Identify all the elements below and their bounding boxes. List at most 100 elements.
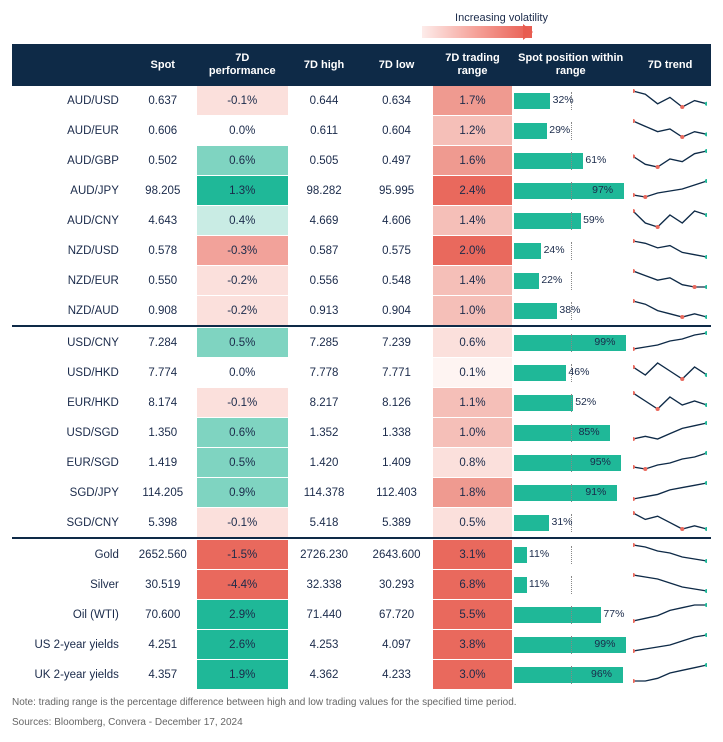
cell-name: NZD/EUR [12,266,129,296]
cell-7d-performance: 0.5% [197,448,288,478]
cell-spot: 5.398 [129,508,197,539]
cell-7d-low: 7.771 [360,358,432,388]
cell-spot: 4.357 [129,660,197,690]
cell-7d-range: 0.5% [433,508,512,539]
cell-7d-high: 8.217 [288,388,360,418]
cell-spot: 7.284 [129,328,197,358]
cell-name: AUD/CNY [12,206,129,236]
cell-7d-performance: -0.1% [197,388,288,418]
cell-7d-performance: 2.6% [197,630,288,660]
table-row: AUD/GBP 0.502 0.6% 0.505 0.497 1.6% 61% [12,146,711,176]
cell-name: UK 2-year yields [12,660,129,690]
cell-spot: 7.774 [129,358,197,388]
cell-name: SGD/CNY [12,508,129,539]
table-row: AUD/USD 0.637 -0.1% 0.644 0.634 1.7% 32% [12,86,711,116]
cell-name: NZD/AUD [12,296,129,327]
cell-7d-range: 1.0% [433,296,512,327]
table-row: EUR/SGD 1.419 0.5% 1.420 1.409 0.8% 95% [12,448,711,478]
cell-7d-low: 0.634 [360,86,432,116]
cell-7d-trend [629,660,711,690]
cell-spot-position: 91% [512,478,629,508]
cell-7d-trend [629,448,711,478]
cell-7d-trend [629,358,711,388]
cell-7d-trend [629,296,711,327]
cell-7d-range: 1.4% [433,206,512,236]
cell-7d-high: 114.378 [288,478,360,508]
cell-name: EUR/HKD [12,388,129,418]
table-row: AUD/JPY 98.205 1.3% 98.282 95.995 2.4% 9… [12,176,711,206]
cell-7d-trend [629,600,711,630]
cell-7d-range: 5.5% [433,600,512,630]
cell-7d-high: 1.352 [288,418,360,448]
cell-spot: 30.519 [129,570,197,600]
th-trend: 7D trend [629,44,711,86]
table-row: NZD/EUR 0.550 -0.2% 0.556 0.548 1.4% 22% [12,266,711,296]
table-row: AUD/CNY 4.643 0.4% 4.669 4.606 1.4% 59% [12,206,711,236]
cell-7d-low: 2643.600 [360,540,432,570]
cell-7d-trend [629,236,711,266]
cell-spot: 0.550 [129,266,197,296]
table-header: Spot 7D performance 7D high 7D low 7D tr… [12,44,711,86]
cell-7d-performance: 2.9% [197,600,288,630]
cell-7d-performance: 0.9% [197,478,288,508]
cell-7d-low: 1.409 [360,448,432,478]
cell-7d-performance: -0.1% [197,508,288,539]
cell-7d-trend [629,418,711,448]
volatility-gradient-arrow [422,26,532,38]
cell-spot-position: 38% [512,296,629,327]
th-perf: 7D performance [197,44,288,86]
cell-7d-performance: -0.2% [197,296,288,327]
cell-name: AUD/JPY [12,176,129,206]
cell-7d-trend [629,116,711,146]
th-pos: Spot position within range [512,44,629,86]
cell-7d-low: 0.904 [360,296,432,327]
cell-spot-position: 95% [512,448,629,478]
cell-7d-range: 3.8% [433,630,512,660]
table-row: Gold 2652.560 -1.5% 2726.230 2643.600 3.… [12,540,711,570]
table-row: USD/SGD 1.350 0.6% 1.352 1.338 1.0% 85% [12,418,711,448]
cell-7d-trend [629,508,711,539]
cell-spot-position: 99% [512,630,629,660]
cell-spot: 98.205 [129,176,197,206]
cell-7d-low: 0.575 [360,236,432,266]
table-row: NZD/AUD 0.908 -0.2% 0.913 0.904 1.0% 38% [12,296,711,327]
cell-spot-position: 29% [512,116,629,146]
cell-name: Silver [12,570,129,600]
table-row: EUR/HKD 8.174 -0.1% 8.217 8.126 1.1% 52% [12,388,711,418]
cell-spot: 114.205 [129,478,197,508]
cell-7d-high: 98.282 [288,176,360,206]
cell-7d-trend [629,206,711,236]
table-row: SGD/CNY 5.398 -0.1% 5.418 5.389 0.5% 31% [12,508,711,539]
cell-7d-high: 0.587 [288,236,360,266]
cell-7d-high: 4.253 [288,630,360,660]
cell-7d-performance: -1.5% [197,540,288,570]
cell-spot-position: 46% [512,358,629,388]
cell-7d-range: 1.0% [433,418,512,448]
cell-7d-range: 0.8% [433,448,512,478]
table-row: AUD/EUR 0.606 0.0% 0.611 0.604 1.2% 29% [12,116,711,146]
th-spot: Spot [129,44,197,86]
cell-spot-position: 59% [512,206,629,236]
cell-7d-low: 67.720 [360,600,432,630]
cell-name: US 2-year yields [12,630,129,660]
cell-7d-range: 1.2% [433,116,512,146]
cell-7d-range: 2.4% [433,176,512,206]
cell-name: USD/CNY [12,328,129,358]
cell-spot-position: 96% [512,660,629,690]
cell-spot-position: 61% [512,146,629,176]
th-high: 7D high [288,44,360,86]
cell-name: USD/HKD [12,358,129,388]
cell-7d-high: 2726.230 [288,540,360,570]
cell-7d-performance: -0.3% [197,236,288,266]
cell-7d-low: 0.604 [360,116,432,146]
table-row: NZD/USD 0.578 -0.3% 0.587 0.575 2.0% 24% [12,236,711,266]
th-low: 7D low [360,44,432,86]
table-row: USD/HKD 7.774 0.0% 7.778 7.771 0.1% 46% [12,358,711,388]
cell-7d-high: 0.913 [288,296,360,327]
cell-7d-high: 32.338 [288,570,360,600]
cell-7d-trend [629,540,711,570]
cell-7d-low: 7.239 [360,328,432,358]
cell-7d-range: 0.1% [433,358,512,388]
cell-spot-position: 32% [512,86,629,116]
table-row: USD/CNY 7.284 0.5% 7.285 7.239 0.6% 99% [12,328,711,358]
